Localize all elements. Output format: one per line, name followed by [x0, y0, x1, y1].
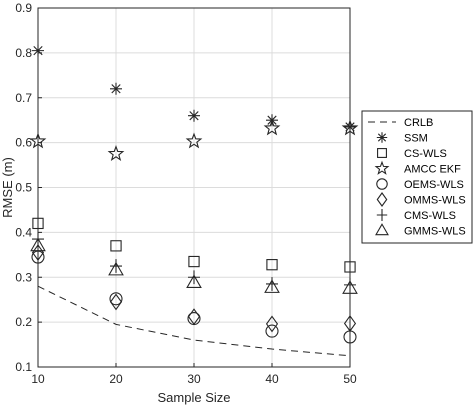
data-point-omms-wls	[109, 293, 123, 311]
legend-swatch-oems-wls	[376, 178, 388, 190]
legend-label-cms-wls: CMS-WLS	[404, 210, 456, 222]
y-tick-label: 0.4	[15, 225, 32, 239]
x-tick-label: 20	[109, 372, 123, 386]
data-point-omms-wls	[187, 308, 201, 326]
data-point-cs-wls	[266, 259, 278, 271]
data-point-ssm	[110, 82, 122, 95]
legend-label-ssm: SSM	[404, 133, 428, 145]
data-point-amcc-ekf	[185, 132, 203, 149]
data-point-amcc-ekf	[107, 145, 125, 161]
series-amcc-ekf	[29, 119, 359, 161]
legend-swatch-cs-wls	[377, 148, 387, 158]
x-tick-label: 50	[343, 372, 357, 386]
legend-swatch-ssm	[376, 132, 388, 143]
legend-label-cs-wls: CS-WLS	[404, 148, 447, 160]
x-axis-title: Sample Size	[158, 390, 231, 405]
data-point-gmms-wls	[186, 274, 202, 288]
y-axis-title: RMSE (m)	[0, 157, 15, 218]
grid	[37, 7, 351, 368]
data-point-cms-wls	[110, 259, 122, 273]
data-point-gmms-wls	[108, 261, 124, 276]
legend-swatch-omms-wls	[376, 192, 388, 207]
y-tick-label: 0.5	[15, 181, 32, 195]
data-point-oems-wls	[109, 292, 123, 306]
data-point-cs-wls	[188, 255, 200, 268]
legend-label-omms-wls: OMMS-WLS	[404, 195, 466, 207]
data-point-oems-wls	[265, 324, 279, 338]
data-point-omms-wls	[265, 315, 279, 333]
data-point-cms-wls	[266, 277, 278, 291]
x-tick-label: 10	[31, 372, 45, 386]
y-tick-label: 0.7	[15, 91, 32, 105]
legend-swatch-amcc-ekf	[374, 160, 390, 175]
y-tick-label: 0.2	[15, 315, 32, 329]
x-tick-label: 30	[187, 372, 201, 386]
x-tick-label: 40	[265, 372, 279, 386]
data-point-ssm	[188, 109, 200, 122]
data-point-gmms-wls	[264, 279, 280, 293]
legend-swatch-gmms-wls	[375, 223, 389, 236]
legend: CRLB SSM CS-WLS AMCC EKF OEMS-WLS OMMS-WLS CMS…	[361, 110, 473, 244]
legend-label-amcc-ekf: AMCC EKF	[404, 164, 461, 176]
y-tick-label: 0.8	[15, 46, 32, 60]
y-tick-label: 0.3	[15, 270, 32, 284]
data-point-amcc-ekf	[263, 119, 281, 136]
data-point-cs-wls	[110, 240, 122, 252]
legend-label-oems-wls: OEMS-WLS	[404, 179, 464, 191]
legend-swatch-cms-wls	[376, 209, 388, 221]
tick-labels: 10 20 30 40 50 0.1 0.2 0.3 0.4 0.5 0.6 0.7 0.8 0.9	[15, 1, 357, 386]
legend-label-crlb: CRLB	[404, 117, 433, 129]
y-tick-label: 0.6	[15, 136, 32, 150]
legend-box	[361, 110, 473, 244]
data-point-cms-wls	[188, 270, 200, 285]
y-tick-label: 0.1	[15, 360, 32, 374]
y-tick-label: 0.9	[15, 1, 32, 15]
legend-label-gmms-wls: GMMS-WLS	[404, 226, 466, 238]
